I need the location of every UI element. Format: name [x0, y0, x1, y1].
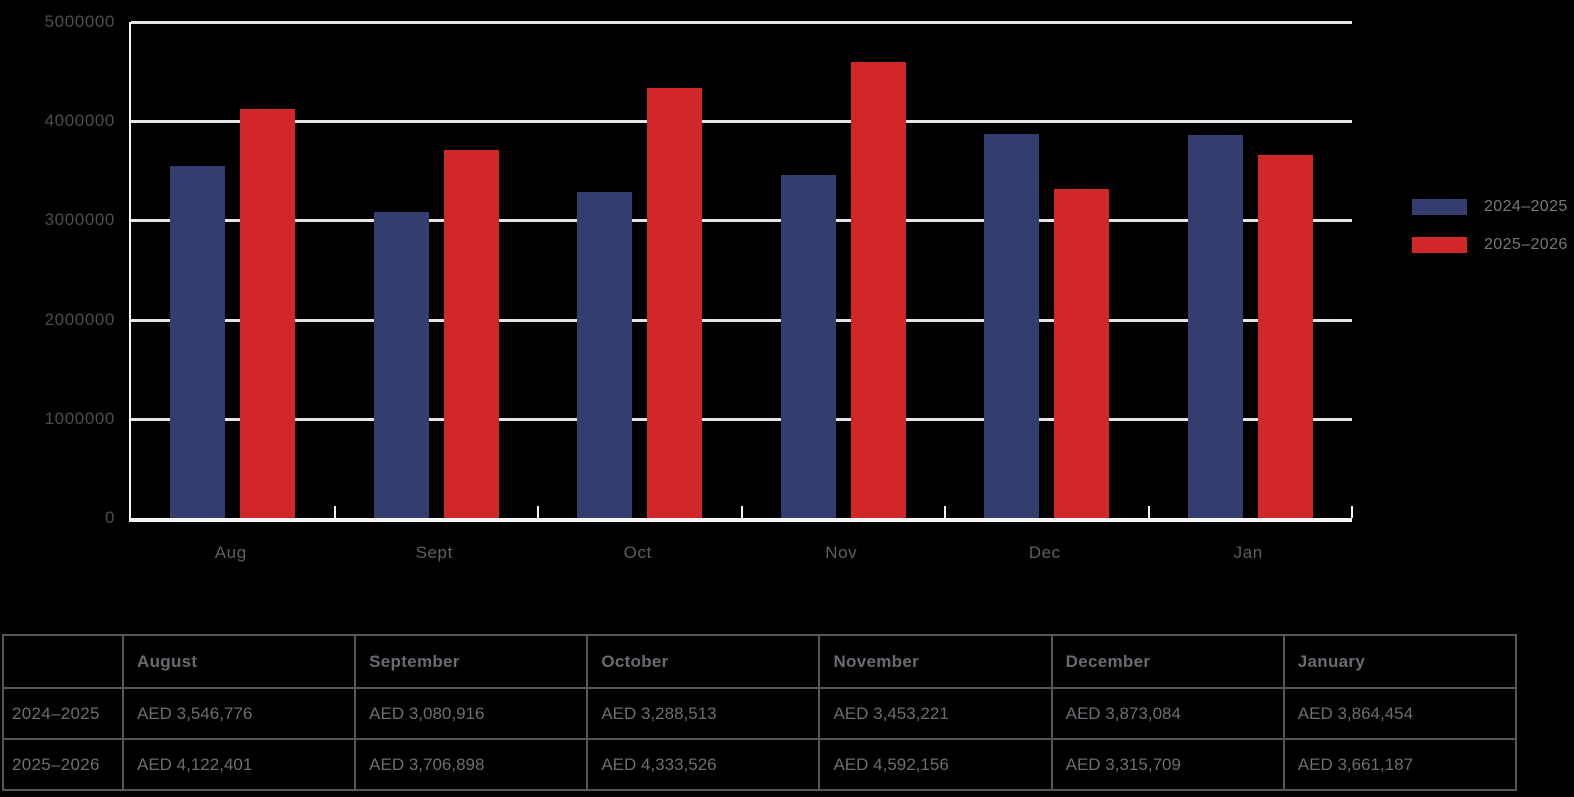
table-header-september: September — [354, 634, 589, 689]
table-cell: AED 3,453,221 — [818, 687, 1053, 740]
chart-legend: 2024–2025 2025–2026 — [1412, 198, 1568, 254]
bar-2024-2025aug — [170, 166, 226, 518]
bar-2024-2025sept — [373, 212, 429, 518]
data-table: August September October November December Ja… — [2, 634, 1518, 791]
gridline — [131, 21, 1352, 24]
table-cell: AED 3,288,513 — [586, 687, 821, 740]
bar-group-jan — [1149, 22, 1353, 518]
y-axis-tick-label: 0 — [104, 508, 115, 527]
table-row-label: 2024–2025 — [2, 687, 124, 740]
table-cell: AED 3,864,454 — [1282, 687, 1518, 740]
bar-group-oct — [538, 22, 742, 518]
x-axis-labels: Aug Sept Oct Nov Dec Jan — [129, 543, 1350, 563]
legend-label: 2025–2026 — [1484, 236, 1568, 253]
gridline — [131, 219, 1352, 223]
table-cell: AED 4,592,156 — [818, 738, 1053, 791]
table-row: 2025–2026 AED 4,122,401 AED 3,706,898 AED 4… — [2, 738, 1518, 791]
bar-group-aug — [131, 22, 335, 518]
x-axis-tick — [740, 506, 743, 518]
bar-2024-2025jan — [1187, 134, 1243, 518]
bar-2024-2025nov — [780, 175, 836, 518]
gridline — [131, 120, 1352, 124]
legend-entry: 2025–2026 — [1412, 236, 1568, 254]
table-cell: AED 3,706,898 — [354, 738, 589, 791]
bar-group-dec — [945, 22, 1149, 518]
bar-2025-2026aug — [240, 109, 296, 518]
table-header-october: October — [586, 634, 821, 689]
legend-swatch — [1412, 199, 1467, 215]
x-axis-tick — [1147, 506, 1150, 518]
x-axis-tick — [1351, 506, 1353, 518]
bar-2025-2026jan — [1257, 154, 1313, 518]
y-axis-tick-label: 3000000 — [44, 210, 115, 230]
x-axis-tick — [333, 506, 336, 518]
x-axis-label-dec: Dec — [1028, 543, 1061, 562]
bar-group-nov — [742, 22, 946, 518]
y-axis-tick-label: 4000000 — [44, 111, 115, 131]
table-cell: AED 3,080,916 — [354, 687, 589, 740]
y-axis-labels: 5000000 4000000 3000000 2000000 1000000 0 — [0, 12, 115, 527]
table-row: 2024–2025 AED 3,546,776 AED 3,080,916 AED 3… — [2, 687, 1518, 740]
table-cell: AED 3,315,709 — [1050, 738, 1285, 791]
x-axis-tick — [944, 506, 946, 518]
x-axis-label-nov: Nov — [825, 543, 858, 562]
table-cell: AED 4,122,401 — [121, 738, 357, 791]
x-axis-tick — [537, 506, 539, 518]
table-cell: AED 3,661,187 — [1282, 738, 1518, 791]
table-row-label: 2025–2026 — [2, 738, 124, 791]
bar-2024-2025dec — [984, 133, 1040, 518]
table-corner-cell — [2, 634, 124, 689]
table-cell: AED 4,333,526 — [586, 738, 821, 791]
table-header-january: January — [1282, 634, 1518, 689]
table-header-august: August — [121, 634, 357, 689]
legend-entry: 2024–2025 — [1412, 198, 1568, 216]
table-cell: AED 3,546,776 — [121, 687, 357, 740]
bar-2025-2026dec — [1054, 189, 1110, 518]
table-header-december: December — [1050, 634, 1285, 689]
gridline — [131, 417, 1352, 421]
legend-label: 2024–2025 — [1484, 198, 1568, 215]
bar-chart-plot-area — [129, 21, 1353, 522]
bar-group-sept — [335, 22, 539, 518]
x-axis-label-aug: Aug — [214, 543, 247, 562]
bar-2025-2026sept — [443, 150, 499, 518]
gridline — [131, 318, 1352, 322]
bar-2024-2025oct — [577, 191, 633, 518]
bar-2025-2026nov — [850, 62, 906, 518]
bar-2025-2026oct — [647, 88, 703, 518]
y-axis-tick-label: 2000000 — [44, 309, 115, 329]
y-axis-tick-label: 5000000 — [44, 12, 115, 31]
x-axis-label-oct: Oct — [623, 543, 652, 562]
legend-swatch — [1412, 237, 1467, 253]
x-axis-label-sept: Sept — [415, 543, 453, 562]
y-axis-tick-label: 1000000 — [44, 408, 115, 428]
table-cell: AED 3,873,084 — [1050, 687, 1285, 740]
bar-groups — [131, 22, 1352, 518]
x-axis-label-jan: Jan — [1233, 543, 1263, 562]
table-header-row: August September October November December Ja… — [2, 634, 1518, 689]
table-header-november: November — [818, 634, 1053, 689]
